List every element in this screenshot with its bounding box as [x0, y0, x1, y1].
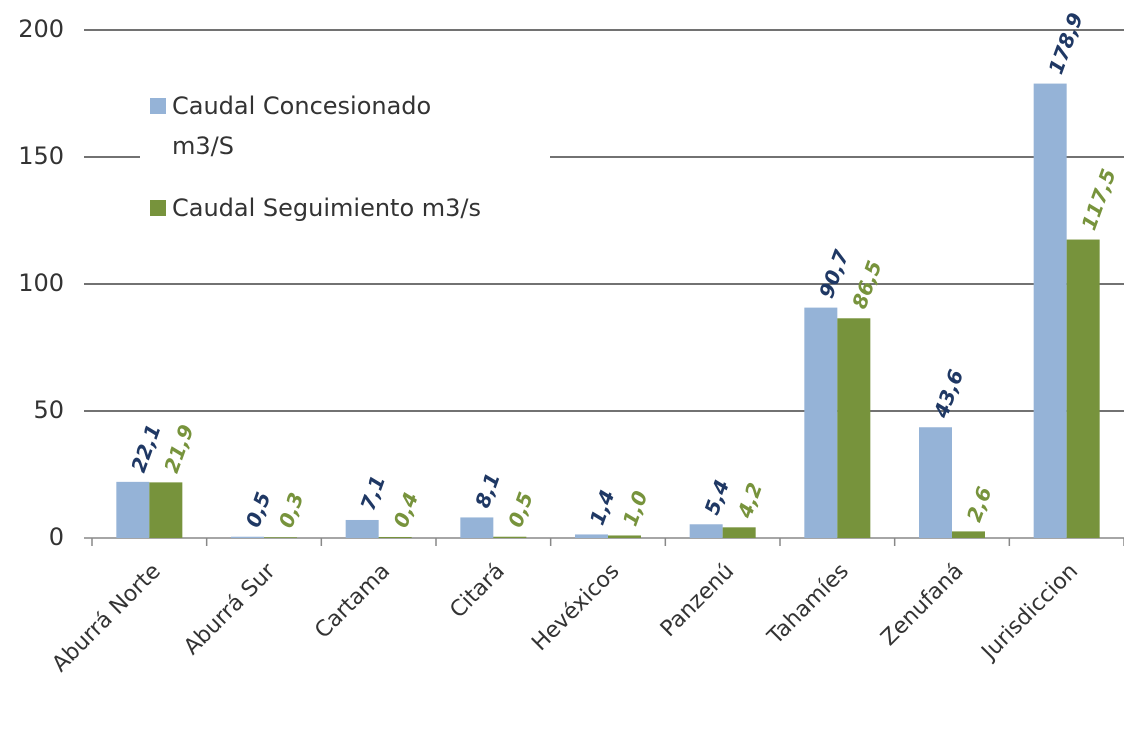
value-label: 7,1 [355, 472, 390, 514]
bar [837, 318, 871, 538]
x-tick-label: Citará [445, 559, 509, 623]
y-tick-label: 0 [49, 523, 64, 551]
y-tick-label: 50 [33, 396, 64, 424]
x-tick-label: Zenufaná [876, 559, 968, 651]
x-tick-label: Jurisdiccion [976, 559, 1083, 666]
bar [231, 536, 264, 538]
y-tick-label: 150 [18, 142, 64, 170]
value-label: 2,6 [962, 483, 997, 525]
value-label: 0,5 [241, 489, 276, 531]
value-label: 1,0 [618, 487, 653, 529]
bar [1066, 239, 1100, 539]
legend-item: Caudal Seguimiento m3/s [150, 188, 540, 228]
bar [722, 527, 756, 538]
bar [493, 536, 527, 538]
x-tick-label: Tahamíes [762, 559, 853, 650]
bar [460, 517, 494, 538]
bar [804, 307, 838, 538]
y-tick-label: 200 [18, 15, 64, 43]
legend: Caudal Concesionado m3/S Caudal Seguimien… [140, 76, 550, 238]
bar [345, 519, 379, 538]
value-label: 0,5 [503, 489, 538, 531]
value-label: 1,4 [585, 487, 620, 529]
x-tick-label: Hevéxicos [527, 559, 624, 656]
legend-item: Caudal Concesionado m3/S [150, 86, 540, 166]
legend-swatch [150, 200, 166, 216]
value-label: 117,5 [1076, 165, 1120, 233]
legend-label: Caudal Seguimiento m3/s [172, 194, 482, 222]
value-label: 4,2 [732, 479, 767, 521]
value-label: 0,4 [388, 489, 423, 531]
value-label: 0,3 [274, 489, 309, 531]
bar [1033, 83, 1067, 539]
value-label: 178,9 [1043, 9, 1087, 77]
bar [952, 531, 985, 538]
value-label: 5,4 [699, 476, 734, 518]
legend-swatch [150, 98, 166, 114]
bar [689, 524, 723, 538]
x-tick-label: Cartama [310, 559, 395, 644]
value-label: 90,7 [814, 247, 853, 302]
bar [378, 536, 412, 538]
legend-label: Caudal Concesionado m3/S [172, 92, 432, 160]
value-label: 43,6 [928, 366, 968, 422]
bar [575, 534, 608, 538]
bar [608, 535, 641, 538]
bar [116, 481, 150, 538]
x-tick-label: Aburrá Sur [179, 558, 281, 660]
value-label: 8,1 [470, 470, 505, 512]
y-tick-label: 100 [18, 269, 64, 297]
bar [264, 537, 297, 538]
x-tick-label: Panzenú [656, 559, 739, 642]
x-tick-label: Aburrá Norte [48, 559, 166, 677]
bar [919, 427, 952, 538]
bar [149, 482, 183, 538]
